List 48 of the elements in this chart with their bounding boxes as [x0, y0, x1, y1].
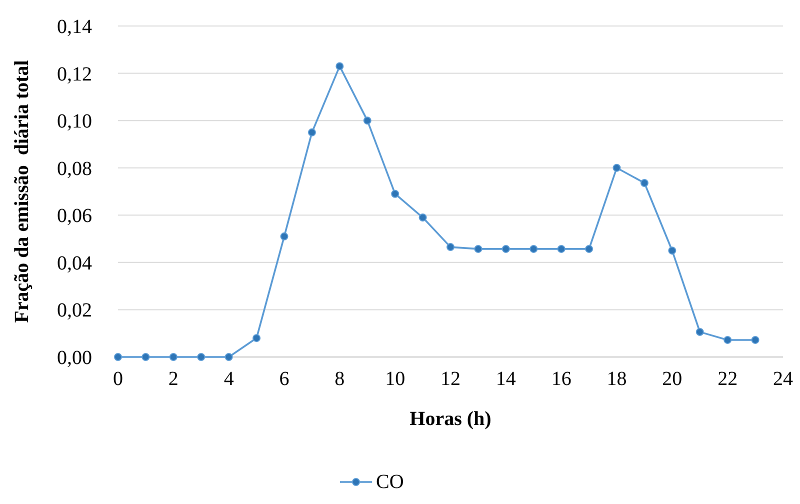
- point: [114, 353, 122, 361]
- x-tick-label: 20: [662, 368, 682, 390]
- x-tick-label: 8: [334, 368, 345, 390]
- x-tick-label: 24: [773, 368, 793, 390]
- point: [530, 244, 538, 253]
- x-tick-label: 10: [385, 368, 406, 390]
- x-tick-label: 2: [168, 368, 178, 390]
- point: [197, 353, 206, 361]
- point: [169, 353, 178, 361]
- y-tick-label: 0,10: [57, 110, 92, 133]
- point: [612, 164, 621, 172]
- y-tick-label: 0,02: [57, 300, 92, 322]
- y-tick-label: 0,06: [57, 205, 92, 228]
- legend-label: CO: [376, 471, 404, 493]
- y-tick-label: 0,14: [57, 16, 92, 38]
- point: [502, 244, 510, 253]
- point: [668, 246, 676, 255]
- x-tick-label: 6: [279, 368, 290, 390]
- x-tick-label: 12: [440, 368, 460, 390]
- x-tick-label: 22: [718, 368, 738, 390]
- point: [308, 128, 316, 136]
- x-tick-label: 0: [113, 368, 123, 390]
- x-axis-title: Horas (h): [410, 408, 492, 430]
- point: [446, 243, 454, 252]
- point: [336, 62, 344, 70]
- x-tick-label: 4: [224, 368, 234, 390]
- point: [142, 353, 150, 361]
- point: [557, 244, 566, 253]
- point: [224, 353, 233, 361]
- y-tick-label: 0,12: [57, 63, 92, 86]
- x-tick-label: 18: [606, 368, 627, 390]
- y-tick-label: 0,08: [57, 158, 92, 180]
- point: [585, 244, 594, 253]
- point: [391, 190, 400, 198]
- x-tick-label: 16: [551, 368, 572, 390]
- point: [252, 334, 261, 342]
- y-tick-label: 0,04: [57, 252, 92, 274]
- y-axis-title: Fração da emissão diária total: [11, 60, 33, 323]
- x-tick-label: 14: [496, 368, 516, 390]
- point: [280, 232, 288, 240]
- point: [696, 328, 704, 336]
- point: [724, 336, 732, 344]
- point: [418, 214, 427, 222]
- point: [751, 336, 760, 344]
- point: [640, 178, 648, 187]
- point: [363, 116, 372, 125]
- y-tick-label: 0,00: [57, 347, 92, 369]
- point: [474, 244, 482, 253]
